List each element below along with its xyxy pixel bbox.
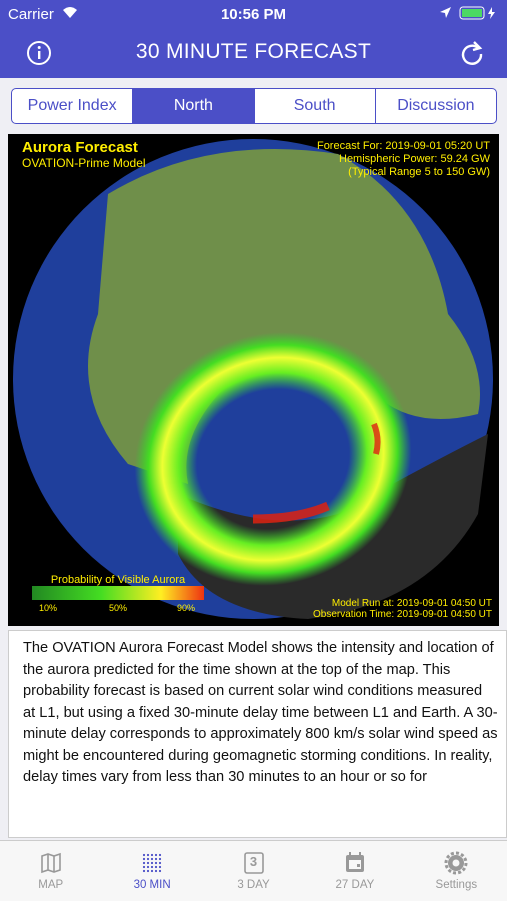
description: The OVATION Aurora Forecast Model shows … bbox=[8, 630, 507, 838]
tab-icon bbox=[243, 852, 264, 874]
segment-tab[interactable]: Power Index bbox=[27, 97, 117, 114]
tab-label: 30 MIN bbox=[133, 879, 171, 891]
tab-label: 3 DAY bbox=[237, 879, 270, 891]
wifi-icon bbox=[63, 7, 77, 18]
header: Carrier 10:56 PM 30 MINUTE FORECAST bbox=[0, 0, 507, 78]
carrier: Carrier bbox=[8, 6, 54, 23]
hemispheric-power: Hemispheric Power: 59.24 GW bbox=[339, 153, 491, 165]
tab-icon bbox=[143, 853, 162, 873]
tab-icon-text: 3 bbox=[249, 854, 258, 869]
legend-title: Probability of Visible Aurora bbox=[51, 574, 186, 586]
tab-icon bbox=[444, 851, 468, 875]
tab-label: MAP bbox=[38, 879, 64, 891]
clock: 10:56 PM bbox=[220, 6, 287, 23]
nav-title: 30 MINUTE FORECAST bbox=[135, 40, 372, 63]
tab-bar: MAP 30 MIN 3 3 DAY 27 DAY Settings bbox=[0, 840, 507, 901]
map-subtitle: OVATION-Prime Model bbox=[22, 156, 146, 170]
map-title: Aurora Forecast bbox=[22, 139, 138, 156]
status-icons bbox=[440, 6, 495, 20]
segment-tab[interactable]: North bbox=[132, 89, 254, 123]
info-button[interactable] bbox=[26, 40, 52, 66]
legend-tick: 10% bbox=[39, 603, 57, 613]
legend-tick: 90% bbox=[177, 603, 195, 613]
tab-item[interactable]: 27 DAY bbox=[304, 841, 405, 901]
tab-item[interactable]: Settings bbox=[406, 841, 507, 901]
segmented-control: Power Index North South Discussion bbox=[11, 88, 497, 124]
tab-item[interactable]: 3 3 DAY bbox=[203, 841, 304, 901]
forecast-for: Forecast For: 2019-09-01 05:20 UT bbox=[317, 140, 490, 152]
tab-icon bbox=[345, 852, 364, 872]
aurora-map: Aurora Forecast OVATION-Prime Model Fore… bbox=[8, 134, 499, 626]
tab-item[interactable]: MAP bbox=[0, 841, 101, 901]
model-run: Model Run at: 2019-09-01 04:50 UT bbox=[332, 598, 492, 609]
legend-tick: 50% bbox=[109, 603, 127, 613]
segment-tab[interactable]: South bbox=[253, 89, 375, 123]
tab-label: 27 DAY bbox=[335, 879, 375, 891]
typical-range: (Typical Range 5 to 150 GW) bbox=[348, 166, 490, 178]
segment-tab[interactable]: Discussion bbox=[374, 89, 496, 123]
tab-item[interactable]: 30 MIN bbox=[101, 841, 202, 901]
refresh-button[interactable] bbox=[458, 39, 486, 67]
observation-time: Observation Time: 2019-09-01 04:50 UT bbox=[313, 609, 492, 620]
tab-label: Settings bbox=[435, 879, 478, 891]
tab-icon bbox=[40, 852, 61, 874]
